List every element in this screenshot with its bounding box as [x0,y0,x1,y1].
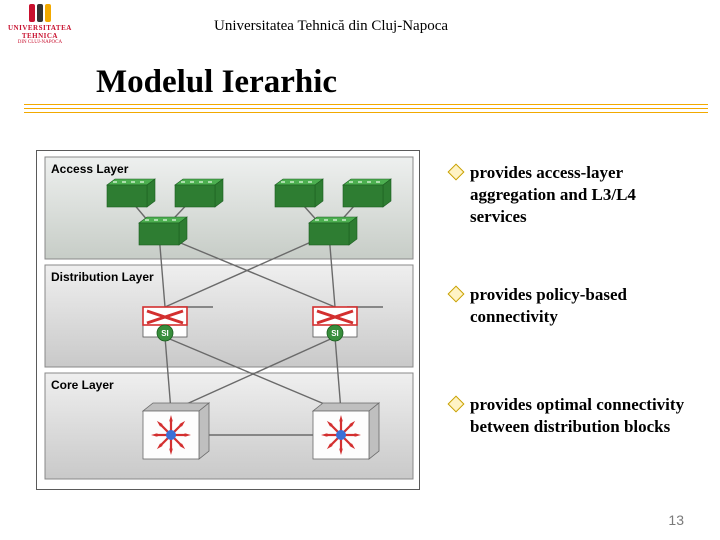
diamond-bullet-icon [448,164,465,181]
bullet-core-layer: provides optimal connectivity between di… [450,394,694,438]
svg-text:SI: SI [161,329,169,338]
slide-title: Modelul Ierarhic [96,64,337,101]
svg-text:Access Layer: Access Layer [51,162,129,176]
hierarchical-model-diagram: Access Layer Distribution Layer Core Layer… [36,150,420,490]
diagram-canvas: Access Layer Distribution Layer Core Layer… [37,151,421,491]
svg-text:Distribution Layer: Distribution Layer [51,270,154,284]
logo-line-1: UNIVERSITATEA [8,24,72,32]
logo-bars [8,4,72,22]
logo-bar-3 [45,4,51,22]
accent-stripe-2 [24,108,708,109]
bullet-text: provides policy-based connectivity [470,284,694,328]
svg-text:Core Layer: Core Layer [51,378,114,392]
accent-stripe-3 [24,112,708,113]
svg-text:SI: SI [331,329,339,338]
diamond-bullet-icon [448,396,465,413]
bullet-text: provides optimal connectivity between di… [470,394,694,438]
bullet-text: provides access-layer aggregation and L3… [470,162,694,227]
accent-stripe-1 [24,104,708,105]
logo-bar-1 [29,4,35,22]
page-number: 13 [668,512,684,528]
logo-line-2: TEHNICA [8,32,72,40]
bullet-access-layer: provides access-layer aggregation and L3… [450,162,694,227]
university-logo: UNIVERSITATEA TEHNICA DIN CLUJ-NAPOCA [8,4,72,45]
university-header: Universitatea Tehnică din Cluj-Napoca [214,18,448,35]
bullet-distribution-layer: provides policy-based connectivity [450,284,694,328]
diamond-bullet-icon [448,286,465,303]
logo-line-3: DIN CLUJ-NAPOCA [8,40,72,45]
logo-bar-2 [37,4,43,22]
